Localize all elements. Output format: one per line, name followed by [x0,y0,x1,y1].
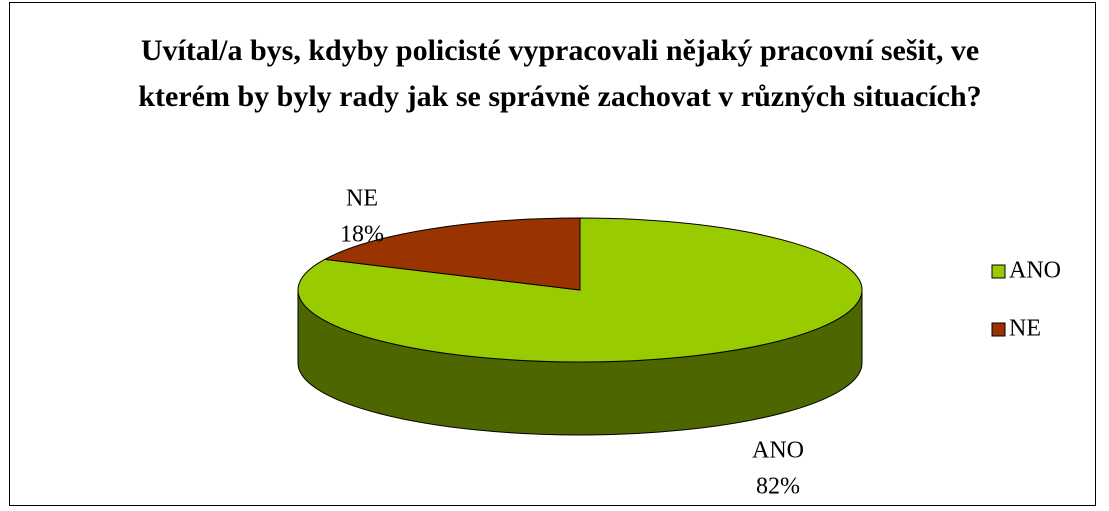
data-label-value: 82% [756,474,800,500]
data-label-category: NE [346,186,378,212]
chart-title: Uvítal/a bys, kdyby policisté vypracoval… [138,34,982,113]
slice [323,217,581,291]
legend-label: NE [1009,316,1041,342]
slice [297,217,863,363]
legend-swatch [991,322,1006,337]
legend-label: ANO [1009,258,1061,284]
data-label-category: ANO [752,438,804,464]
data-label-value: 18% [340,222,384,248]
legend-swatch [991,264,1006,279]
chart-frame [9,2,1096,506]
